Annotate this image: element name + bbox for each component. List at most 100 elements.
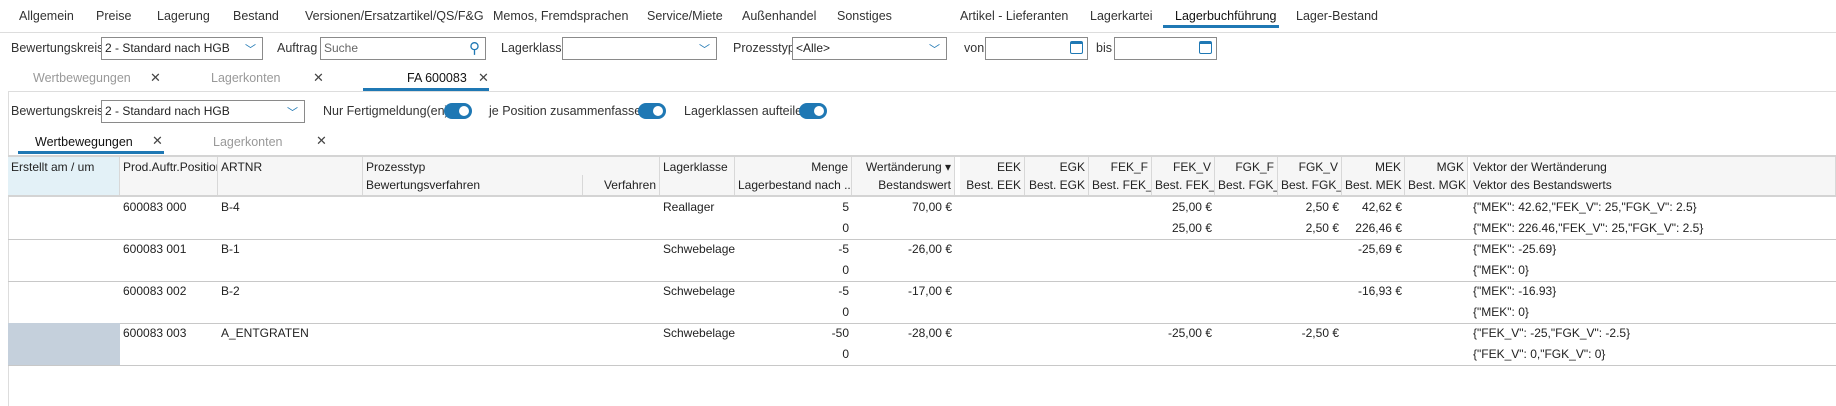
top-tab-3[interactable]: Lagerung	[157, 9, 210, 23]
top-tab-1[interactable]: Allgemein	[19, 9, 74, 23]
column-header[interactable]	[660, 175, 735, 196]
column-header[interactable]: MGK	[1405, 157, 1468, 178]
auftrag-search-input[interactable]: Suche ⚲	[320, 37, 486, 60]
top-tab-5[interactable]: Versionen/Ersatzartikel/QS/F&G	[305, 9, 484, 23]
table-cell: -28,00 €	[907, 326, 952, 340]
calendar-icon[interactable]	[1199, 41, 1212, 54]
top-tab-13[interactable]: Lager-Bestand	[1296, 9, 1379, 23]
column-header[interactable]: Best. MGK	[1405, 175, 1468, 196]
toggle-fertigmeldung[interactable]	[444, 103, 472, 119]
doc-tab-1[interactable]: Wertbewegungen	[33, 71, 131, 85]
table-cell	[1089, 302, 1152, 323]
top-tab-8[interactable]: Außenhandel	[742, 9, 817, 23]
column-header[interactable]: Bestandswert	[852, 175, 955, 196]
table-cell: {"MEK": -25.69}	[1473, 242, 1557, 256]
column-header[interactable]: Best. EEK	[960, 175, 1025, 196]
table-cell	[1278, 239, 1342, 260]
column-header[interactable]: Menge	[735, 157, 852, 178]
column-header[interactable]: Best. FGK_V	[1278, 175, 1342, 196]
table-cell	[1025, 260, 1089, 281]
inner-bewertungskreis-value: 2 - Standard nach HGB	[105, 104, 230, 118]
table-cell: {"MEK": -16.93}	[1473, 284, 1557, 298]
prozesstyp-select[interactable]: <Alle> ﹀	[792, 37, 947, 60]
bis-date-input[interactable]	[1114, 37, 1217, 60]
column-header[interactable]	[120, 175, 218, 196]
doc-tab-2[interactable]: Lagerkonten	[211, 71, 281, 85]
toggle-position[interactable]	[638, 103, 666, 119]
table-cell	[1215, 344, 1278, 365]
table-cell	[1405, 281, 1468, 302]
column-header[interactable]: FGK_V	[1278, 157, 1342, 178]
toggle-position-label: je Position zusammenfassen	[489, 104, 649, 118]
column-header[interactable]: Lagerbestand nach ...	[735, 175, 852, 196]
close-icon[interactable]: ✕	[313, 70, 324, 85]
table-row[interactable]: 600083 000 B-4 Reallager 5 70,00 € 25,00 € 2,5…	[8, 197, 1836, 218]
toggle-lagerklassen[interactable]	[799, 103, 827, 119]
column-header[interactable]: Lagerklasse	[660, 157, 735, 178]
table-row[interactable]: 600083 001 B-1 Schwebelager -5 -26,00 € -25,6…	[8, 239, 1836, 260]
table-cell	[8, 218, 120, 239]
table-cell	[1025, 218, 1089, 239]
table-row[interactable]: 600083 002 B-2 Schwebelager -5 -17,00 € -16,9…	[8, 281, 1836, 302]
table-cell	[1278, 344, 1342, 365]
calendar-icon[interactable]	[1070, 41, 1083, 54]
lagerklasse-select[interactable]: ﹀	[562, 37, 717, 60]
column-header[interactable]: EGK	[1025, 157, 1089, 178]
table-row[interactable]: 600083 003 A_ENTGRATEN Schwebelager -50 -28,…	[8, 323, 1836, 344]
table-row[interactable]: 0 {"MEK": 0}	[8, 260, 1836, 281]
column-header[interactable]: Prozesstyp	[363, 157, 660, 178]
column-header[interactable]: Wertänderung ▾	[852, 157, 955, 178]
table-row[interactable]: 0 {"MEK": 0}	[8, 302, 1836, 323]
column-header[interactable]: FEK_F	[1089, 157, 1152, 178]
inner-bewertungskreis-label: Bewertungskreis	[11, 104, 104, 118]
top-tab-6[interactable]: Memos, Fremdsprachen	[493, 9, 629, 23]
inner-tab-1[interactable]: Wertbewegungen	[35, 135, 133, 149]
top-tab-11[interactable]: Lagerkartei	[1090, 9, 1153, 23]
column-header[interactable]: Best. EGK	[1025, 175, 1089, 196]
table-cell: 600083 003	[123, 326, 187, 340]
close-icon[interactable]: ✕	[478, 70, 489, 85]
table-cell	[218, 218, 363, 239]
doc-tab-3[interactable]: FA 600083	[407, 71, 467, 85]
top-tab-4[interactable]: Bestand	[233, 9, 279, 23]
top-tab-7[interactable]: Service/Miete	[647, 9, 723, 23]
close-icon[interactable]: ✕	[150, 70, 161, 85]
column-header[interactable]: EEK	[960, 157, 1025, 178]
top-tab-9[interactable]: Sonstiges	[837, 9, 892, 23]
table-cell	[363, 323, 583, 344]
column-header[interactable]: Bewertungsverfahren	[363, 175, 583, 196]
column-header[interactable]: Best. MEK	[1342, 175, 1405, 196]
column-header[interactable]: Prod.Auftr.Position	[120, 157, 218, 178]
table-row[interactable]: 0 25,00 € 2,50 € 226,46 € {"MEK": 226.46,"FE…	[8, 218, 1836, 239]
column-header[interactable]: Verfahren	[583, 175, 660, 196]
column-header[interactable]: Vektor des Bestandswerts	[1470, 175, 1836, 196]
column-header[interactable]: Best. FGK_F	[1215, 175, 1278, 196]
inner-tab-2[interactable]: Lagerkonten	[213, 135, 283, 149]
top-tab-12[interactable]: Lagerbuchführung	[1175, 9, 1277, 23]
top-tab-2[interactable]: Preise	[96, 9, 132, 23]
table-cell	[660, 260, 735, 281]
bewertungskreis-select[interactable]: 2 - Standard nach HGB ﹀	[101, 37, 263, 60]
table-cell	[1025, 344, 1089, 365]
column-header[interactable]: Best. FEK_F	[1089, 175, 1152, 196]
column-header[interactable]: Best. FEK_V	[1152, 175, 1215, 196]
table-cell	[120, 302, 218, 323]
table-cell	[8, 239, 120, 260]
inner-bewertungskreis-select[interactable]: 2 - Standard nach HGB ﹀	[101, 100, 305, 123]
column-header[interactable]: Erstellt am / um	[8, 157, 120, 178]
search-icon[interactable]: ⚲	[469, 40, 480, 57]
top-tab-10[interactable]: Artikel - Lieferanten	[960, 9, 1069, 23]
column-header[interactable]: FGK_F	[1215, 157, 1278, 178]
column-header[interactable]: Vektor der Wertänderung	[1470, 157, 1836, 178]
table-cell	[583, 218, 660, 239]
column-header[interactable]: FEK_V	[1152, 157, 1215, 178]
column-header[interactable]: ARTNR	[218, 157, 363, 178]
close-icon[interactable]: ✕	[152, 133, 163, 148]
column-header[interactable]	[218, 175, 363, 196]
table-row[interactable]: 0 {"FEK_V": 0,"FGK_V": 0}	[8, 344, 1836, 365]
column-header[interactable]: MEK	[1342, 157, 1405, 178]
close-icon[interactable]: ✕	[316, 133, 327, 148]
von-date-input[interactable]	[985, 37, 1088, 60]
column-header[interactable]	[8, 175, 120, 196]
table-cell	[1152, 260, 1215, 281]
